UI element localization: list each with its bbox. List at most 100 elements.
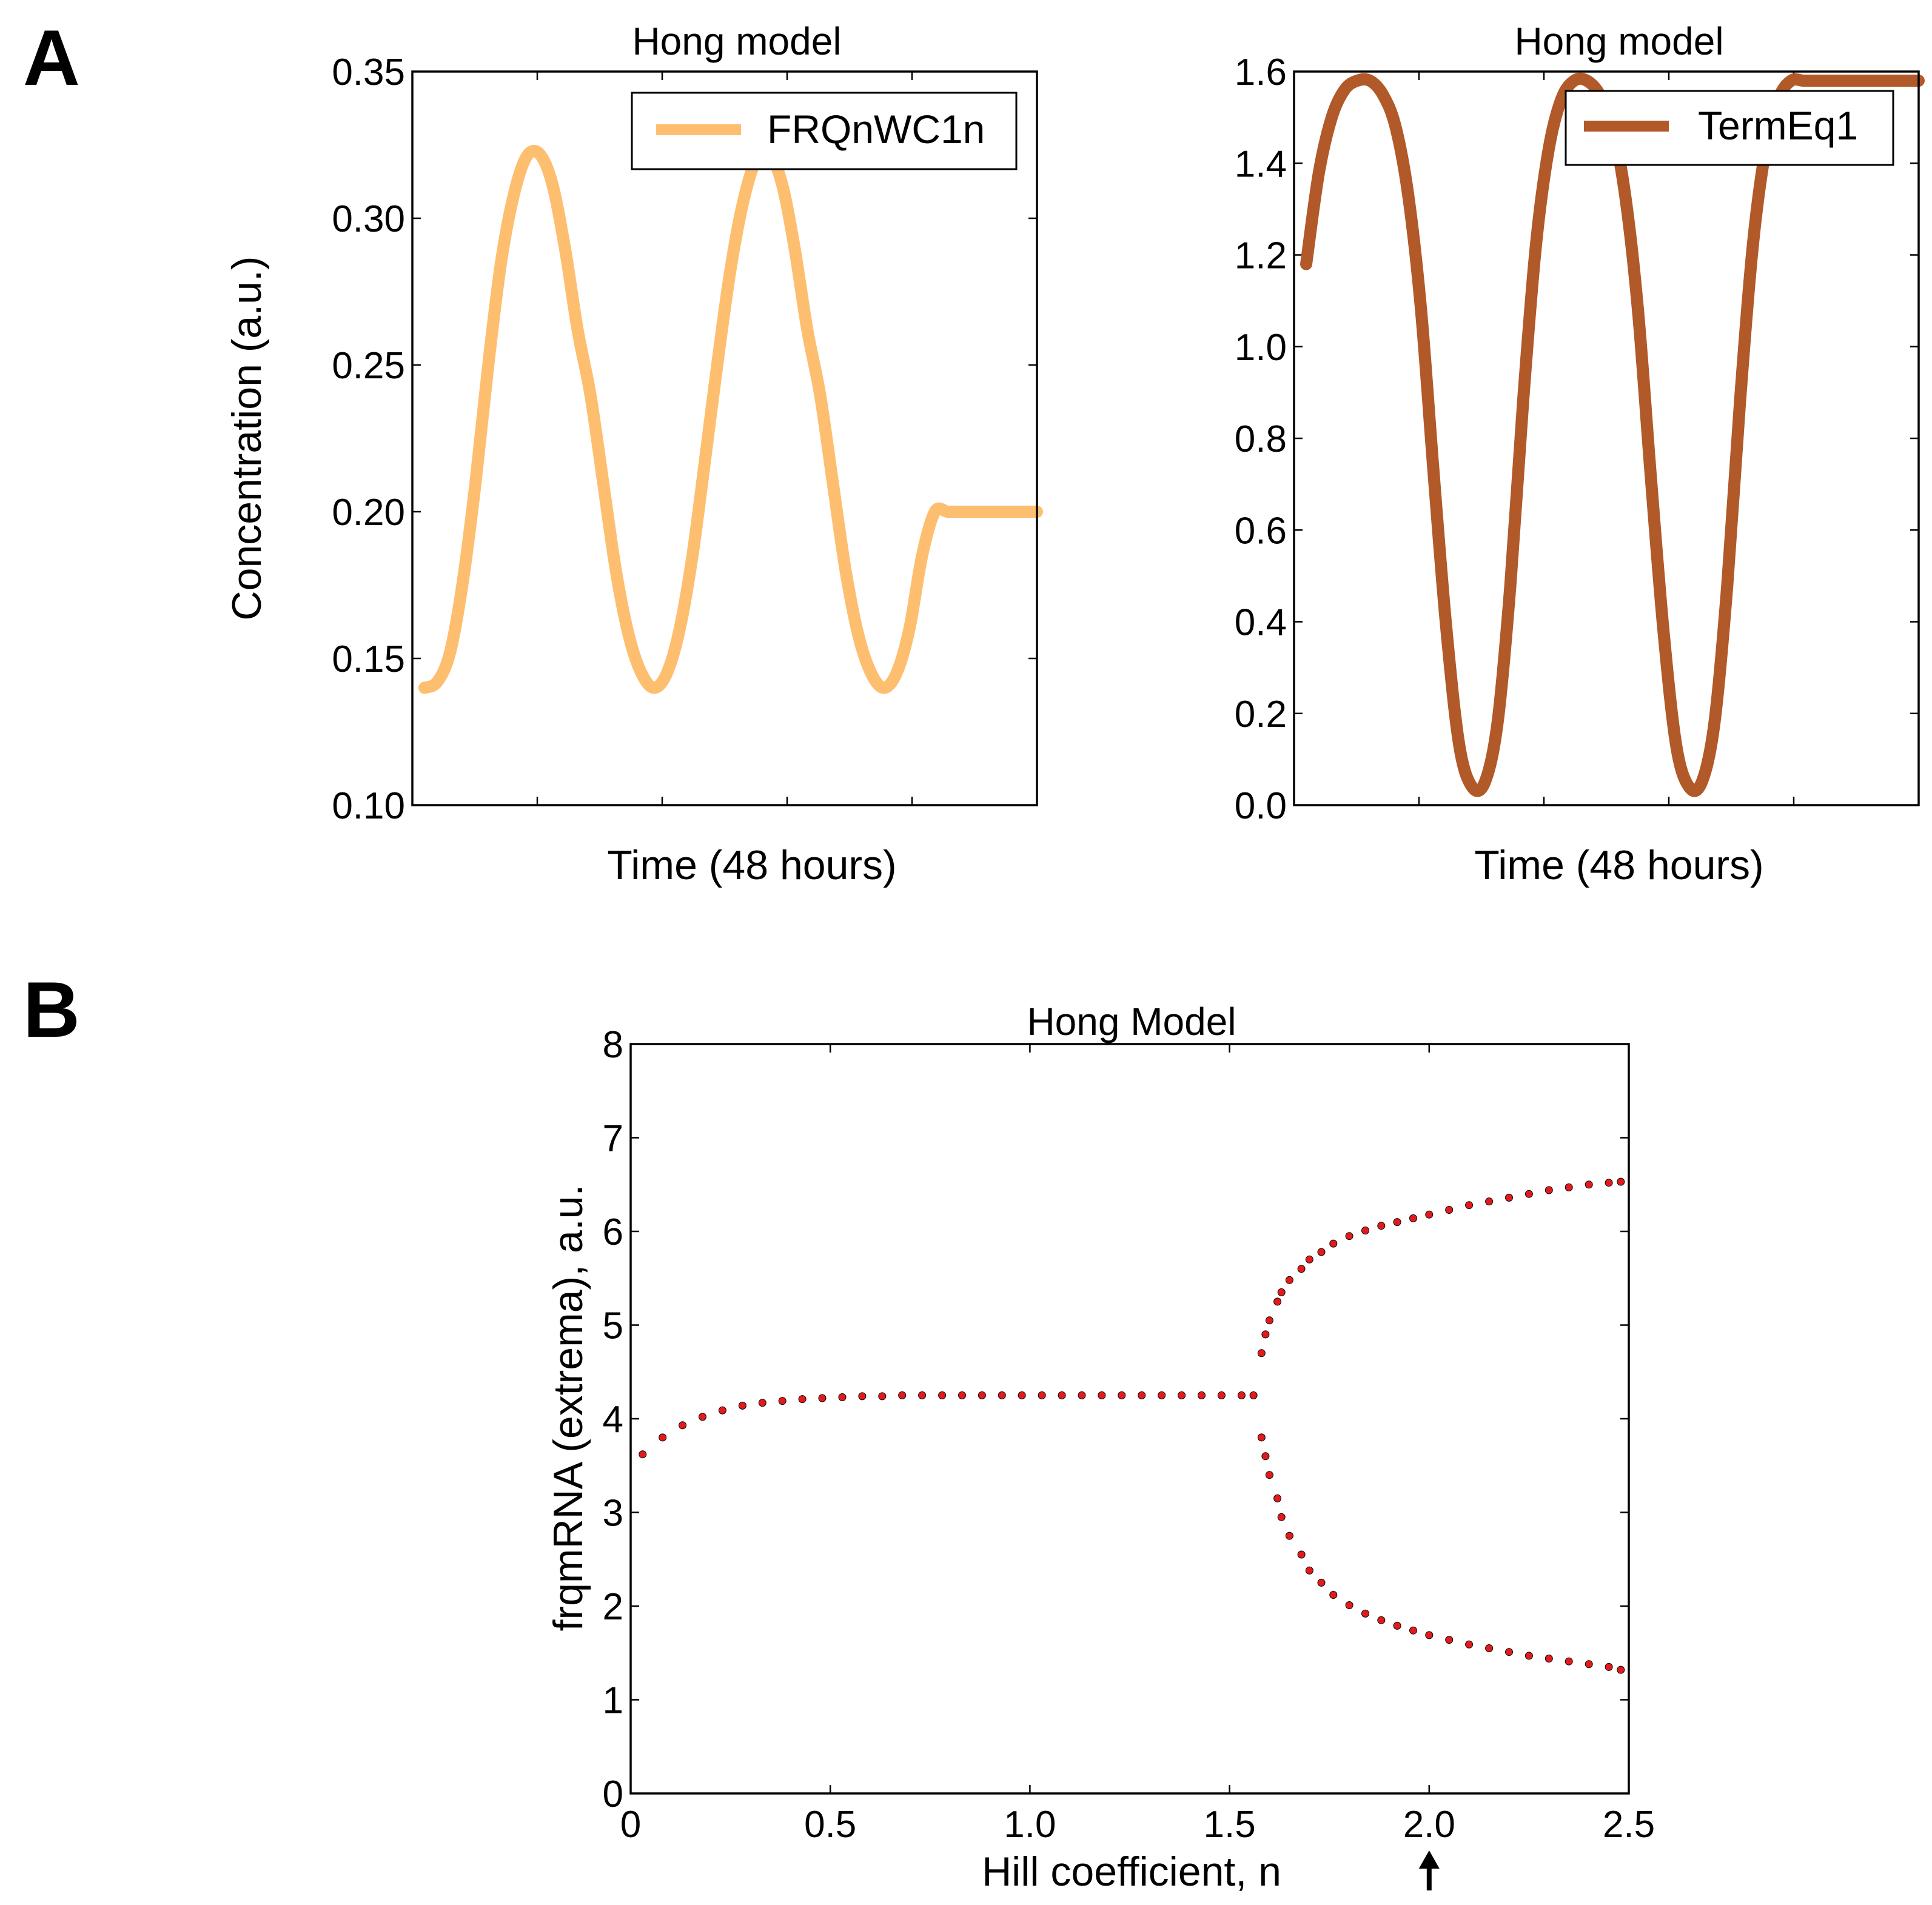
chart-title: Hong model — [632, 19, 841, 63]
data-point — [998, 1391, 1006, 1399]
data-point — [1545, 1186, 1553, 1194]
data-point — [1485, 1197, 1494, 1206]
data-point — [679, 1421, 687, 1430]
axes-frame — [629, 1043, 1630, 1795]
panel-a-label: A — [23, 13, 80, 102]
chart-title: Hong Model — [1027, 1000, 1236, 1043]
data-point — [958, 1391, 966, 1399]
data-point — [1277, 1288, 1286, 1296]
data-point — [1605, 1662, 1613, 1671]
x-tick-label: 1.5 — [1203, 1804, 1255, 1846]
y-tick-label: 8 — [603, 1024, 623, 1066]
data-point — [1273, 1494, 1282, 1502]
x-tick-label: 2.0 — [1403, 1804, 1455, 1846]
data-point — [1257, 1349, 1266, 1358]
y-axis-label: Concentration (a.u.) — [224, 256, 270, 621]
data-point — [1617, 1666, 1625, 1674]
y-tick-label: 0.20 — [332, 492, 405, 534]
data-point — [1261, 1452, 1270, 1461]
y-axis-ticks: 0.35 0.30 0.25 0.20 0.15 0.10 — [332, 52, 1037, 827]
data-point — [838, 1393, 847, 1401]
y-tick-label: 0.0 — [1235, 785, 1287, 827]
data-point — [718, 1406, 726, 1415]
data-point — [1361, 1609, 1369, 1618]
series-line — [418, 144, 1043, 694]
data-point — [1138, 1391, 1146, 1399]
chart-bifurcation: Hong Model 0 1 2 3 4 5 6 7 8 0 0.5 1.0 1.5 2.0 2.5 Hil… — [545, 1000, 1655, 1895]
data-point — [878, 1392, 887, 1401]
y-tick-label: 0.15 — [332, 638, 405, 680]
data-point — [758, 1399, 766, 1407]
data-point — [1158, 1391, 1166, 1399]
chart-frqnwc1n: Hong model 0.35 0.30 0.25 0.20 0.15 0.10 FRQn… — [224, 19, 1043, 888]
data-point — [1345, 1232, 1353, 1240]
y-tick-label: 0.6 — [1235, 510, 1287, 552]
data-point — [1617, 1177, 1625, 1186]
data-point — [659, 1433, 667, 1442]
data-point — [798, 1395, 807, 1404]
data-point — [1118, 1391, 1126, 1399]
panel-b-label: B — [23, 965, 80, 1054]
data-point — [858, 1392, 867, 1401]
data-point — [1285, 1532, 1293, 1540]
data-point — [1257, 1433, 1266, 1442]
data-point — [1409, 1626, 1417, 1635]
plot-area — [1300, 72, 1925, 797]
x-axis-label: Hill coefficient, n — [982, 1849, 1281, 1895]
data-point — [1018, 1391, 1026, 1399]
data-point — [1237, 1391, 1246, 1399]
data-point — [1409, 1214, 1417, 1222]
axes-frame — [1293, 70, 1920, 806]
data-point — [1329, 1591, 1338, 1599]
data-point — [1297, 1550, 1306, 1559]
data-point — [1377, 1616, 1386, 1624]
x-tick-label: 1.0 — [1004, 1804, 1056, 1846]
chart-title: Hong model — [1514, 19, 1723, 63]
x-axis-label: Time (48 hours) — [1474, 842, 1763, 888]
data-point — [1485, 1644, 1494, 1652]
x-axis-label: Time (48 hours) — [607, 842, 896, 888]
data-point — [1585, 1180, 1593, 1189]
plot-area — [418, 144, 1043, 694]
data-point — [978, 1391, 986, 1399]
data-point — [1393, 1621, 1401, 1630]
y-axis-label: frqmRNA (extrema), a.u. — [545, 1185, 591, 1632]
data-point — [1317, 1578, 1326, 1587]
y-tick-label: 7 — [603, 1118, 623, 1160]
data-point — [1565, 1657, 1573, 1666]
data-point — [1265, 1471, 1273, 1479]
y-tick-label: 4 — [603, 1399, 623, 1441]
data-point — [1265, 1316, 1273, 1325]
y-tick-label: 1.0 — [1235, 327, 1287, 369]
data-point — [1565, 1183, 1573, 1191]
data-point — [639, 1450, 647, 1459]
legend: TermEq1 — [1565, 90, 1894, 166]
data-point — [1585, 1660, 1593, 1669]
data-point — [1217, 1391, 1226, 1399]
data-point — [1377, 1222, 1386, 1230]
data-point — [918, 1391, 927, 1399]
data-point — [1273, 1297, 1282, 1306]
legend-label: FRQnWC1n — [767, 107, 985, 152]
data-point — [1305, 1255, 1313, 1264]
data-point — [1261, 1330, 1270, 1339]
y-tick-label: 1.6 — [1235, 52, 1287, 93]
data-point — [1425, 1210, 1434, 1219]
data-point — [738, 1401, 746, 1410]
data-point — [1198, 1391, 1206, 1399]
y-tick-label: 1.2 — [1235, 235, 1287, 277]
data-point — [1078, 1391, 1086, 1399]
data-point — [1305, 1566, 1313, 1575]
y-tick-label: 3 — [603, 1493, 623, 1535]
y-tick-label: 5 — [603, 1305, 623, 1347]
y-tick-label: 1 — [603, 1680, 623, 1722]
arrow-annotation — [1418, 1850, 1440, 1890]
arrow-head — [1418, 1850, 1440, 1869]
y-axis-ticks: 1.6 1.4 1.2 1.0 0.8 0.6 0.4 0.2 0.0 — [1235, 52, 1919, 827]
x-tick-label: 0 — [620, 1804, 641, 1846]
data-point — [1524, 1190, 1533, 1198]
data-point — [1098, 1391, 1106, 1399]
data-point — [1505, 1648, 1513, 1656]
data-point — [1178, 1391, 1186, 1399]
